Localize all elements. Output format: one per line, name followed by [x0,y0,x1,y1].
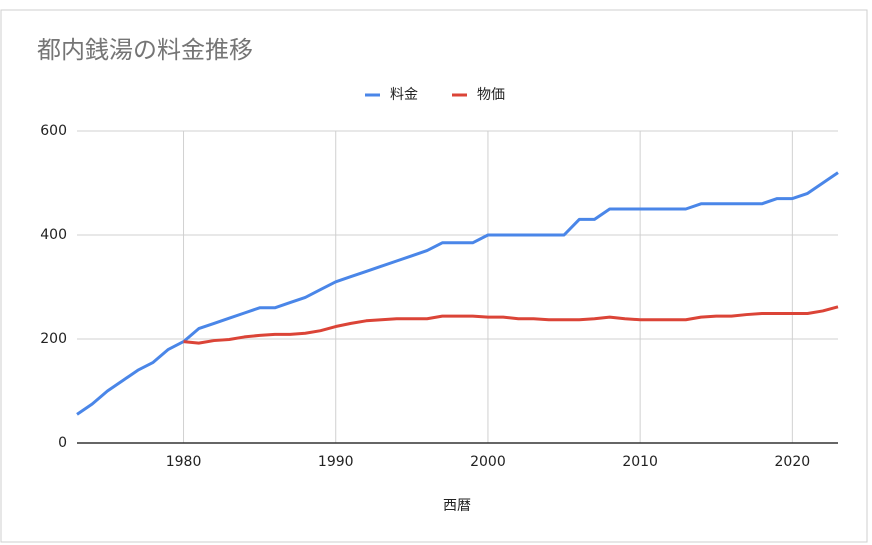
data-line [76,171,839,416]
x-tick-label: 2000 [470,454,506,470]
x-tick-label: 2020 [775,454,811,470]
legend-label: 料金 [390,87,418,103]
x-tick-label: 2010 [622,454,658,470]
y-tick-label: 0 [58,435,67,451]
x-axis-label: 西暦 [443,498,471,514]
y-tick-label: 200 [40,331,67,347]
legend: 料金 物価 [365,87,505,103]
y-tick-label: 400 [40,227,67,243]
x-tick-label: 1990 [318,454,354,470]
chart-title: 都内銭湯の料金推移 [37,36,253,64]
data-line [183,305,839,345]
x-tick-label: 1980 [166,454,202,470]
y-tick-label: 600 [40,123,67,139]
legend-label: 物価 [477,87,505,103]
chart-frame [0,9,868,543]
